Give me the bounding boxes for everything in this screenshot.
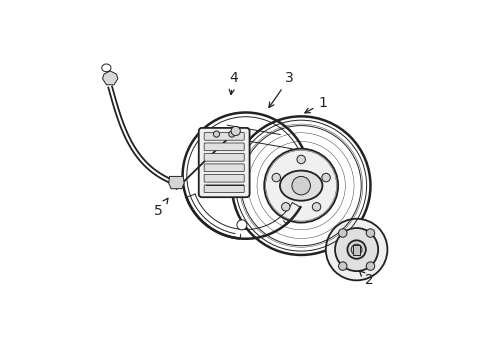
Circle shape <box>366 262 375 270</box>
Circle shape <box>231 126 240 136</box>
Circle shape <box>297 155 305 164</box>
Polygon shape <box>102 71 118 85</box>
Circle shape <box>232 116 370 255</box>
Circle shape <box>347 240 366 259</box>
Ellipse shape <box>280 171 322 201</box>
FancyBboxPatch shape <box>204 132 244 140</box>
Circle shape <box>237 220 247 230</box>
FancyBboxPatch shape <box>204 143 244 151</box>
Circle shape <box>272 173 280 182</box>
Circle shape <box>213 131 220 137</box>
Circle shape <box>366 229 375 237</box>
Circle shape <box>264 149 338 222</box>
FancyBboxPatch shape <box>204 185 244 193</box>
FancyBboxPatch shape <box>199 128 249 197</box>
Text: 3: 3 <box>269 71 294 108</box>
Text: 2: 2 <box>360 271 373 287</box>
FancyBboxPatch shape <box>204 153 244 161</box>
Circle shape <box>351 244 362 255</box>
Text: 4: 4 <box>229 71 238 95</box>
Bar <box>353 244 360 255</box>
FancyBboxPatch shape <box>204 174 244 182</box>
Circle shape <box>282 203 290 211</box>
Circle shape <box>339 229 347 237</box>
Circle shape <box>292 176 311 195</box>
Polygon shape <box>169 176 184 189</box>
Text: 1: 1 <box>305 96 327 113</box>
Circle shape <box>339 262 347 270</box>
FancyBboxPatch shape <box>204 164 244 172</box>
Text: 5: 5 <box>154 198 168 218</box>
Circle shape <box>326 219 388 280</box>
Circle shape <box>322 173 330 182</box>
Circle shape <box>229 131 235 137</box>
Circle shape <box>335 228 378 271</box>
Circle shape <box>312 203 321 211</box>
